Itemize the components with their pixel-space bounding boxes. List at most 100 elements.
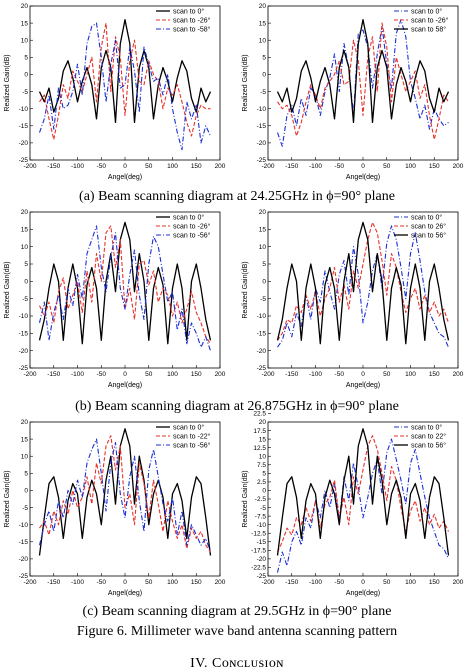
chart-c-left-svg: -200 -150 -100 -50 0 50 100 150 200-25-20-15-10-… [4, 419, 226, 597]
x-tick-label: 100 [167, 579, 178, 586]
legend-label: scan to -26° [173, 222, 211, 230]
x-axis-label: Angel(deg) [346, 590, 380, 597]
x-tick-label: 200 [453, 163, 464, 170]
x-tick-label: -200 [261, 163, 274, 170]
chart-c-right: -200 -150 -100 -50 0 50 100 150 200 -25 -22.5 -20 -1… [240, 411, 468, 598]
x-tick-label: -50 [97, 163, 107, 170]
x-tick-label: 100 [167, 163, 178, 170]
x-tick-label: 150 [191, 371, 202, 378]
x-axis-label: Angel(deg) [346, 382, 380, 389]
x-tick-label: -150 [47, 579, 60, 586]
y-tick-label: 5 [24, 55, 28, 62]
y-tick-label: 15 [21, 20, 29, 27]
y-tick-label: 10 [21, 244, 29, 251]
y-tick-label: -17.5 [251, 548, 266, 555]
x-tick-label: 100 [405, 371, 416, 378]
x-tick-label: -200 [261, 371, 274, 378]
y-tick-label: 10 [21, 453, 29, 460]
x-tick-label: -150 [285, 579, 298, 586]
x-tick-label: -100 [71, 579, 84, 586]
legend-label: scan to 0° [173, 423, 204, 431]
y-axis-label: Realized Gain(dB) [4, 470, 11, 527]
x-axis-label: Angel(deg) [108, 174, 142, 181]
y-tick-label: -5 [260, 296, 266, 303]
x-tick-label: 0 [123, 163, 127, 170]
caption-b: (b) Beam scanning diagram at 26.875GHz i… [75, 399, 399, 414]
x-tick-label: -100 [71, 163, 84, 170]
series-line-3 [276, 19, 450, 124]
y-tick-label: -25 [257, 157, 267, 164]
y-tick-label: 0 [24, 72, 28, 79]
y-tick-label: 15 [259, 227, 267, 234]
chart-a-right-svg: -200 -150 -100 -50 0 50 100 150 200-25-20-15-10-… [242, 3, 464, 181]
legend-label: scan to -26° [173, 16, 211, 24]
chart-a-right: -200 -150 -100 -50 0 50 100 150 200 -25 -20 -15 -10-… [240, 2, 468, 182]
x-tick-label: -50 [97, 579, 107, 586]
x-tick-label: 50 [145, 579, 153, 586]
series-line-3 [38, 225, 212, 351]
x-tick-label: -100 [309, 579, 322, 586]
chart-c-left: -200 -150 -100 -50 0 50 100 150 200 -25 -20 -15 -10-… [2, 418, 230, 598]
y-tick-label: -10 [19, 522, 29, 529]
x-tick-label: 200 [215, 163, 226, 170]
chart-b-right: -200 -150 -100 -50 0 50 100 150 200 -25 -20 -15 -10-… [240, 208, 468, 390]
x-tick-label: 50 [383, 371, 391, 378]
y-tick-label: 5 [262, 55, 266, 62]
x-axis-label: Angel(deg) [108, 382, 142, 389]
series-line-1 [38, 19, 212, 124]
legend-label: scan to 0° [411, 7, 442, 15]
legend-label: scan to 22° [411, 432, 446, 440]
x-tick-label: 100 [167, 371, 178, 378]
y-tick-label: -10 [19, 313, 29, 320]
y-tick-label: -5 [22, 296, 28, 303]
y-tick-label: 15 [259, 436, 267, 443]
y-tick-label: 5 [262, 261, 266, 268]
x-tick-label: 50 [383, 579, 391, 586]
y-tick-label: 22.5 [253, 411, 266, 418]
y-tick-label: -15 [257, 123, 267, 130]
y-tick-label: -2.5 [255, 496, 267, 503]
series-line-1 [276, 19, 449, 147]
x-tick-label: -50 [335, 371, 345, 378]
x-tick-label: -100 [309, 163, 322, 170]
y-tick-label: -25 [19, 365, 29, 372]
x-tick-label: 200 [215, 371, 226, 378]
x-axis-label: Angel(deg) [346, 174, 380, 181]
x-tick-label: 200 [215, 579, 226, 586]
y-tick-label: 17.5 [253, 428, 266, 435]
x-tick-label: 150 [429, 579, 440, 586]
series-line-2 [39, 435, 211, 553]
x-tick-label: 0 [361, 371, 365, 378]
y-tick-label: 20 [259, 3, 267, 10]
y-tick-label: 0 [262, 488, 266, 495]
x-tick-label: -50 [97, 371, 107, 378]
x-tick-label: 50 [145, 371, 153, 378]
y-tick-label: -25 [19, 573, 29, 580]
x-tick-label: -200 [23, 579, 36, 586]
y-tick-label: 15 [21, 227, 29, 234]
y-tick-label: -15 [19, 331, 29, 338]
y-tick-label: 0 [24, 279, 28, 286]
legend-label: scan to -56° [173, 231, 211, 239]
x-tick-label: -50 [335, 579, 345, 586]
y-tick-label: -22.5 [251, 565, 266, 572]
x-tick-label: 50 [145, 163, 153, 170]
legend-label: scan to 56° [411, 441, 446, 449]
series-line-2 [277, 22, 449, 141]
series-line-2 [39, 22, 211, 141]
x-tick-label: -200 [23, 371, 36, 378]
x-tick-label: 100 [405, 579, 416, 586]
caption-c: (c) Beam scanning diagram at 29.5GHz in … [82, 604, 392, 619]
x-tick-label: 150 [191, 579, 202, 586]
y-tick-label: -25 [19, 157, 29, 164]
series-line-2 [39, 225, 211, 345]
x-tick-label: -200 [23, 163, 36, 170]
y-tick-label: 0 [262, 72, 266, 79]
y-tick-label: 0 [24, 488, 28, 495]
chart-b-left-svg: -200 -150 -100 -50 0 50 100 150 200-25-20-15-10-… [4, 209, 226, 389]
y-tick-label: -15 [19, 123, 29, 130]
y-tick-label: -15 [19, 539, 29, 546]
chart-b-left: -200 -150 -100 -50 0 50 100 150 200 -25 -20 -15 -10-… [2, 208, 230, 390]
legend-label: scan to -56° [173, 441, 211, 449]
series-line-1 [38, 428, 212, 556]
